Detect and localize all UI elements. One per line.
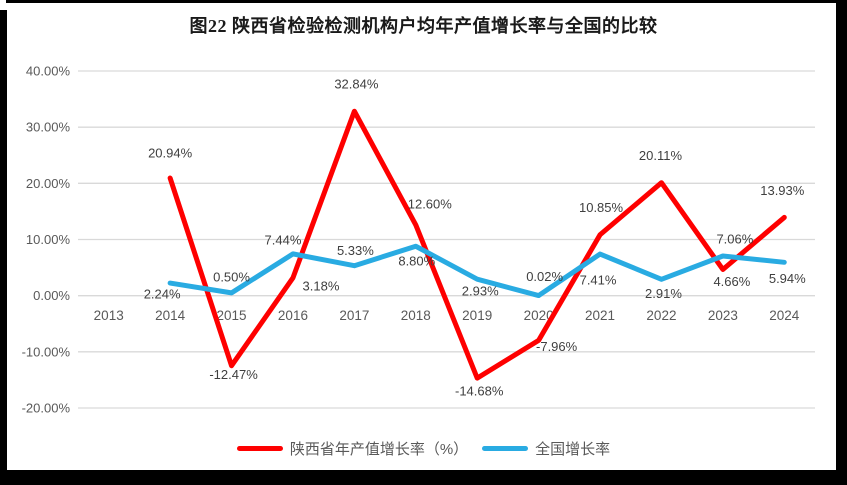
y-axis-tick-label: 40.00% <box>26 64 71 79</box>
legend-label-shaanxi: 陕西省年产值增长率（%） <box>289 440 469 458</box>
data-label-shaanxi: 20.94% <box>148 146 193 161</box>
page-edge-right <box>836 0 847 485</box>
x-axis-tick-label: 2013 <box>94 308 124 323</box>
page-edge-bottom <box>0 470 847 485</box>
data-label-shaanxi: 4.66% <box>713 274 750 289</box>
y-axis-tick-label: 30.00% <box>26 120 71 135</box>
legend-item-national: 全国增长率 <box>482 438 610 459</box>
data-label-shaanxi: 13.93% <box>760 183 805 198</box>
data-label-national: 7.44% <box>265 232 302 247</box>
data-label-shaanxi: 12.60% <box>408 196 453 211</box>
page-edge-top <box>6 0 847 3</box>
data-label-national: 7.41% <box>580 273 617 288</box>
data-label-shaanxi: 20.11% <box>639 148 683 163</box>
data-label-national: 7.06% <box>716 232 753 247</box>
data-label-shaanxi: -14.68% <box>455 384 504 399</box>
x-axis-tick-label: 2023 <box>708 308 738 323</box>
data-label-shaanxi: 32.84% <box>334 77 379 92</box>
x-axis-tick-label: 2014 <box>155 308 186 323</box>
legend-label-national: 全国增长率 <box>535 440 611 458</box>
x-axis-tick-label: 2016 <box>278 308 308 323</box>
legend-line-swatch-red <box>236 445 283 451</box>
x-axis-tick-label: 2019 <box>462 308 492 323</box>
x-axis-tick-label: 2020 <box>524 308 554 323</box>
series-line-shaanxi <box>167 108 787 381</box>
x-axis-tick-label: 2022 <box>646 308 676 323</box>
data-label-national: 0.02% <box>526 269 563 284</box>
legend-item-shaanxi: 陕西省年产值增长率（%） <box>236 438 469 459</box>
x-axis-tick-label: 2015 <box>217 308 247 323</box>
data-label-national: 8.80% <box>398 254 435 269</box>
data-label-national: 2.93% <box>462 284 499 299</box>
data-label-national: 0.50% <box>213 269 250 284</box>
series-line-national <box>167 243 787 299</box>
data-label-national: 5.94% <box>769 271 806 286</box>
data-label-shaanxi: 3.18% <box>303 278 340 293</box>
chart-title: 图22 陕西省检验检测机构户均年产值增长率与全国的比较 <box>189 16 658 36</box>
chart-legend: 陕西省年产值增长率（%） 全国增长率 <box>0 437 847 459</box>
y-axis-tick-label: -10.00% <box>22 344 71 359</box>
y-axis-tick-label: 0.00% <box>33 288 70 303</box>
x-axis-tick-label: 2017 <box>339 308 369 323</box>
x-axis-tick-label: 2021 <box>585 308 615 323</box>
data-label-shaanxi: -12.47% <box>209 367 258 382</box>
data-label-shaanxi: 10.85% <box>579 200 624 215</box>
x-axis-tick-label: 2024 <box>769 308 800 323</box>
x-axis-tick-label: 2018 <box>401 308 431 323</box>
y-axis-tick-label: -20.00% <box>22 401 71 416</box>
legend-line-swatch-blue <box>482 445 529 451</box>
data-label-national: 5.33% <box>337 243 374 258</box>
y-axis-tick-label: 10.00% <box>26 232 71 247</box>
data-label-national: 2.91% <box>645 286 682 301</box>
data-label-shaanxi: -7.96% <box>536 339 578 354</box>
page-edge-left <box>0 10 7 485</box>
y-axis-tick-label: 20.00% <box>26 176 71 191</box>
data-label-national: 2.24% <box>144 287 181 302</box>
